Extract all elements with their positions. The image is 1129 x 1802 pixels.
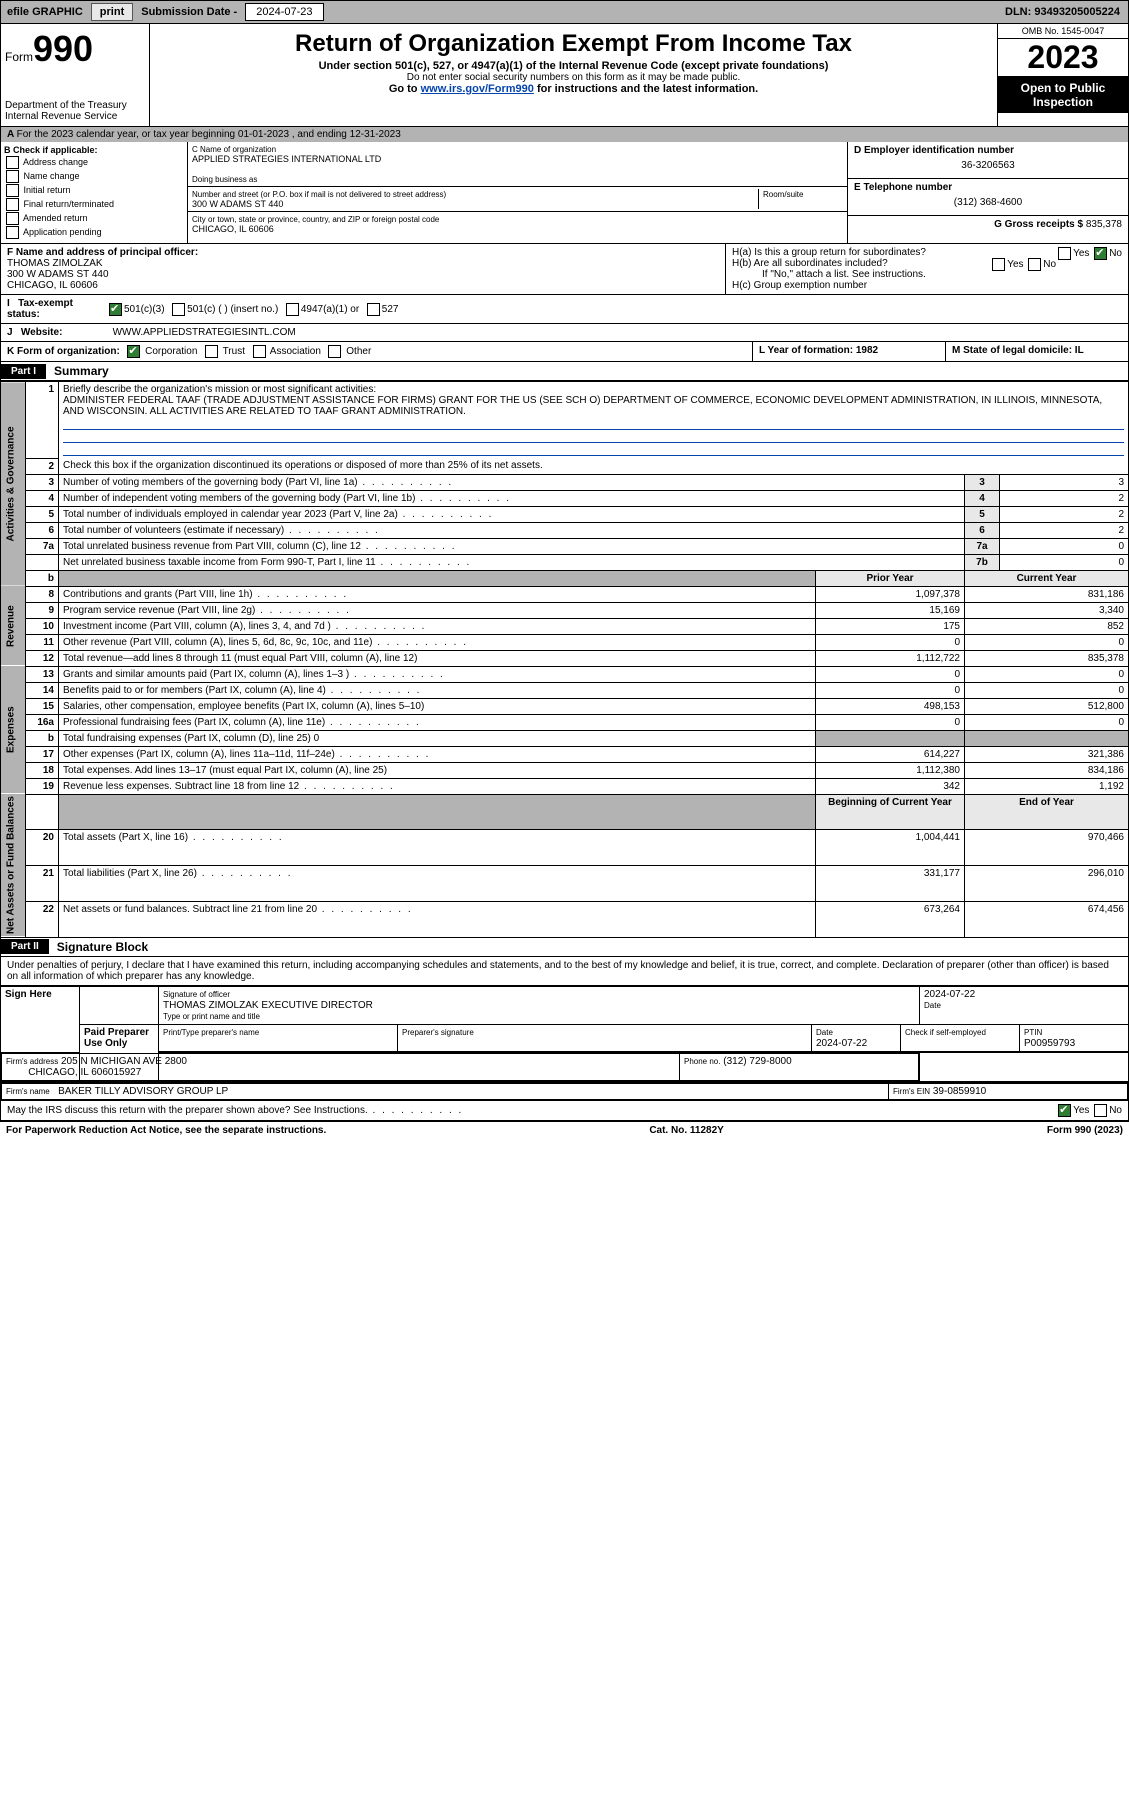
side-revenue: Revenue (1, 586, 26, 666)
section-b: B Check if applicable: Address change Na… (1, 142, 188, 243)
sign-here-label: Sign Here (1, 986, 80, 1052)
side-governance: Activities & Governance (1, 382, 26, 587)
footer: For Paperwork Reduction Act Notice, see … (0, 1121, 1129, 1139)
declaration: Under penalties of perjury, I declare th… (0, 957, 1129, 986)
print-button[interactable]: print (91, 3, 133, 21)
form-header: Form990 Department of the Treasury Inter… (0, 24, 1129, 127)
chk-address-change[interactable]: Address change (4, 156, 184, 169)
section-klm: K Form of organization: Corporation Trus… (0, 342, 1129, 362)
section-h: H(a) Is this a group return for subordin… (725, 244, 1128, 294)
summary-table: Activities & Governance 1 Briefly descri… (0, 381, 1129, 938)
form-title: Return of Organization Exempt From Incom… (154, 30, 993, 58)
chk-501c3[interactable] (109, 303, 122, 316)
signature-table: Sign Here Signature of officerTHOMAS ZIM… (0, 986, 1129, 1082)
chk-application-pending[interactable]: Application pending (4, 226, 184, 239)
irs-label: Internal Revenue Service (5, 111, 145, 122)
chk-association[interactable] (253, 345, 266, 358)
top-bar: efile GRAPHIC print Submission Date - 20… (0, 0, 1129, 24)
dln-label: DLN: 93493205005224 (997, 4, 1128, 20)
form-subtitle-2: Do not enter social security numbers on … (154, 72, 993, 83)
discuss-row: May the IRS discuss this return with the… (0, 1101, 1129, 1121)
chk-4947[interactable] (286, 303, 299, 316)
section-f: F Name and address of principal officer:… (1, 244, 725, 294)
submission-date: 2024-07-23 (245, 3, 323, 21)
section-c: C Name of organizationAPPLIED STRATEGIES… (188, 142, 847, 243)
submission-label: Submission Date - (135, 4, 243, 20)
footer-right: Form 990 (2023) (1047, 1125, 1123, 1136)
irs-link[interactable]: www.irs.gov/Form990 (421, 83, 534, 95)
footer-left: For Paperwork Reduction Act Notice, see … (6, 1125, 326, 1136)
inspection-label: Open to PublicInspection (998, 77, 1128, 113)
section-j: J Website: WWW.APPLIEDSTRATEGIESINTL.COM (0, 324, 1129, 342)
chk-527[interactable] (367, 303, 380, 316)
side-netassets: Net Assets or Fund Balances (1, 794, 26, 937)
section-bc-row: B Check if applicable: Address change Na… (0, 142, 1129, 244)
chk-corporation[interactable] (127, 345, 140, 358)
efile-label: efile GRAPHIC (1, 4, 89, 20)
form-subtitle-1: Under section 501(c), 527, or 4947(a)(1)… (154, 60, 993, 72)
chk-amended-return[interactable]: Amended return (4, 212, 184, 225)
tax-year: 2023 (998, 39, 1128, 77)
form-number: Form990 (5, 28, 145, 70)
form-subtitle-3: Go to www.irs.gov/Form990 for instructio… (154, 83, 993, 95)
chk-name-change[interactable]: Name change (4, 170, 184, 183)
chk-other[interactable] (328, 345, 341, 358)
section-a: A For the 2023 calendar year, or tax yea… (0, 127, 1129, 142)
omb-number: OMB No. 1545-0047 (998, 24, 1128, 39)
side-expenses: Expenses (1, 666, 26, 794)
chk-trust[interactable] (205, 345, 218, 358)
part-i-header: Part ISummary (0, 362, 1129, 381)
dept-label: Department of the Treasury (5, 100, 145, 111)
section-de: D Employer identification number36-32065… (847, 142, 1128, 243)
section-i: I Tax-exempt status: 501(c)(3) 501(c) ( … (0, 295, 1129, 324)
section-fh-row: F Name and address of principal officer:… (0, 244, 1129, 295)
chk-discuss-yes[interactable] (1058, 1104, 1071, 1117)
chk-final-return[interactable]: Final return/terminated (4, 198, 184, 211)
chk-discuss-no[interactable] (1094, 1104, 1107, 1117)
chk-501c[interactable] (172, 303, 185, 316)
footer-center: Cat. No. 11282Y (649, 1125, 723, 1136)
chk-initial-return[interactable]: Initial return (4, 184, 184, 197)
part-ii-header: Part IISignature Block (0, 938, 1129, 957)
